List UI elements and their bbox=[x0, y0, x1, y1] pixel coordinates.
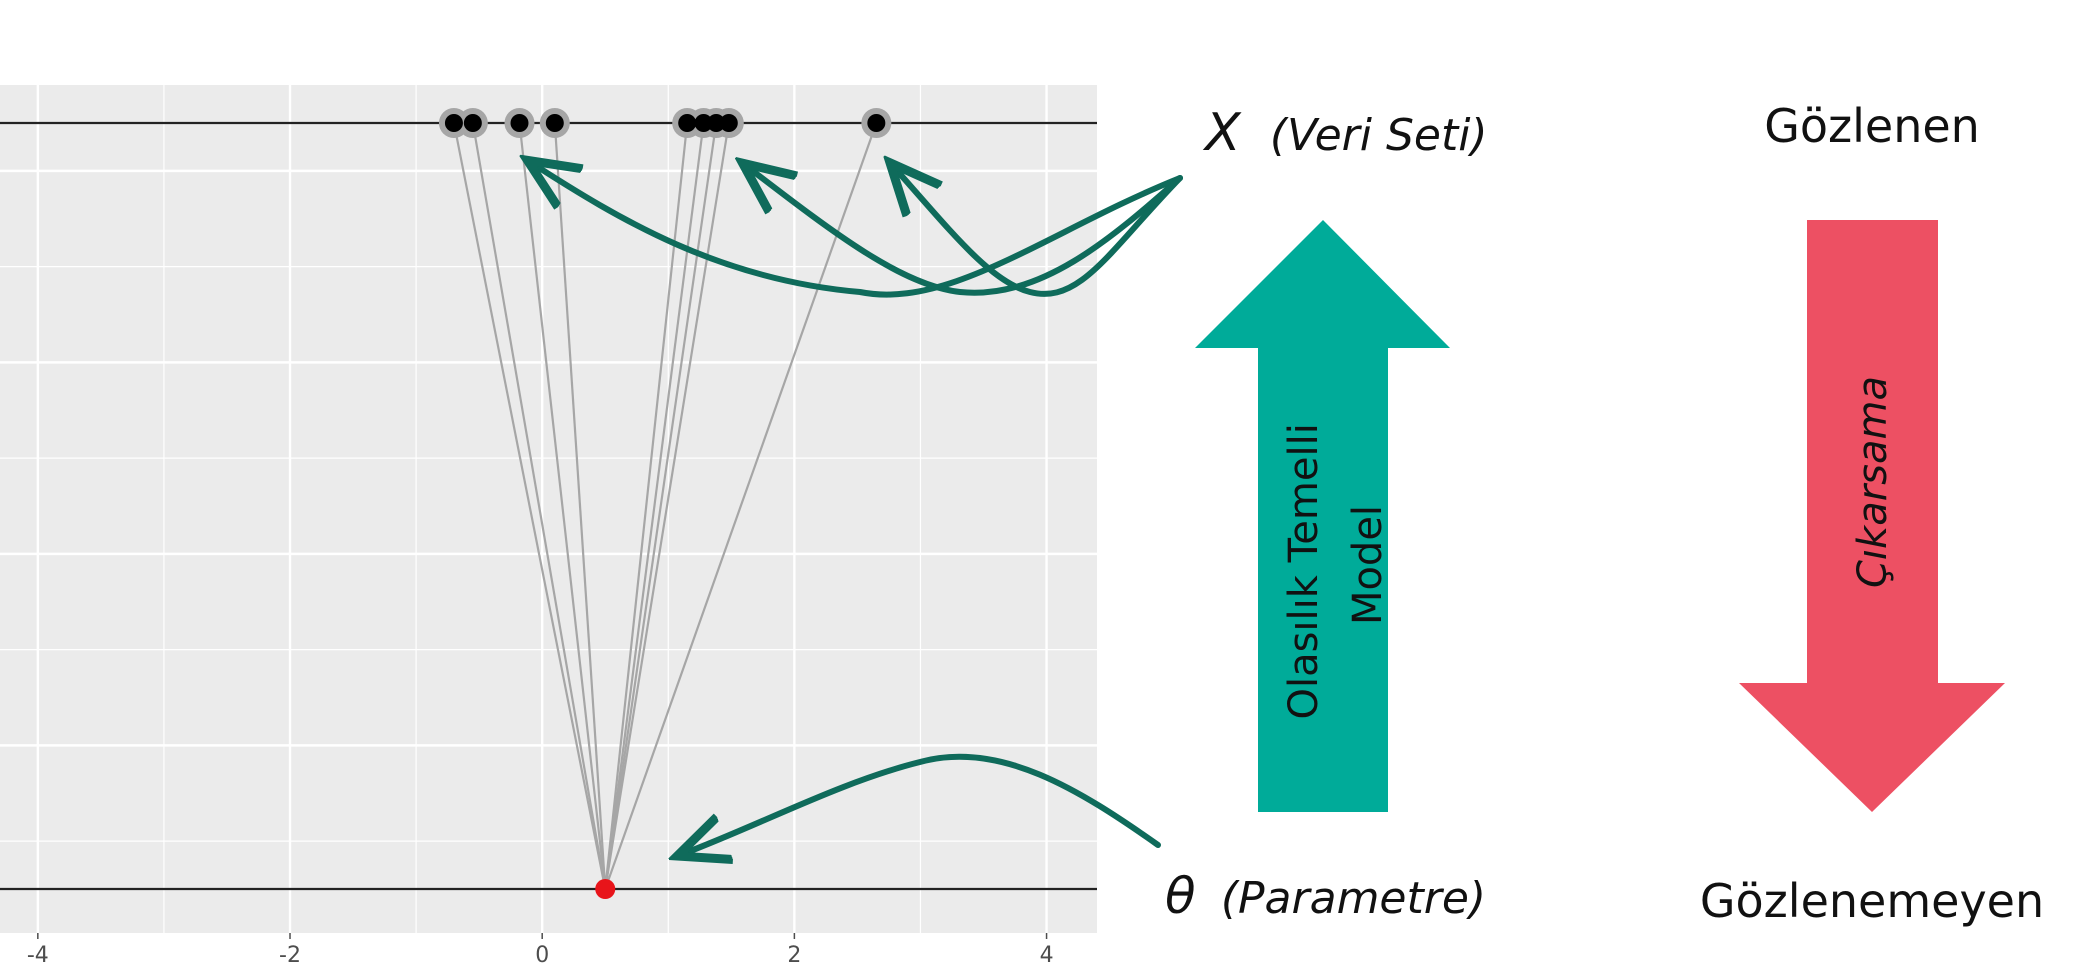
inference-arrow-label: Çıkarsama bbox=[1850, 376, 1896, 588]
x-tick-label: -4 bbox=[27, 943, 49, 968]
inference-arrow-shape bbox=[1739, 220, 2005, 812]
sample-link bbox=[471, 122, 607, 890]
observed-point bbox=[694, 114, 713, 132]
parameter-symbol: θ bbox=[1165, 867, 1196, 925]
sample-link bbox=[604, 122, 689, 890]
sample-link bbox=[518, 122, 607, 890]
pointer-arrow-data-2 bbox=[745, 165, 1183, 296]
model-arrow-shape bbox=[1195, 220, 1450, 812]
plot-panel bbox=[0, 85, 1097, 933]
data-symbol: X bbox=[1202, 103, 1242, 163]
sample-link bbox=[604, 122, 878, 890]
pointer-arrow-data-3 bbox=[892, 165, 1183, 297]
observed-point bbox=[463, 114, 482, 132]
observed-point bbox=[867, 114, 886, 132]
sample-link bbox=[452, 122, 607, 890]
model-label-line2: Model bbox=[1345, 505, 1391, 625]
model-arrow: Olasılık Temelli Model bbox=[1195, 220, 1450, 812]
observed-point bbox=[719, 114, 738, 132]
observed-point bbox=[707, 114, 726, 132]
parameter-point bbox=[595, 879, 616, 899]
parameter-text: (Parametre) bbox=[1221, 873, 1486, 924]
x-tick-label: 4 bbox=[1040, 943, 1054, 968]
pointer-arrows bbox=[530, 162, 1183, 855]
x-tick-label: 0 bbox=[535, 943, 549, 968]
model-arrow-label: Olasılık Temelli Model bbox=[1281, 410, 1391, 719]
observed-points bbox=[438, 108, 892, 138]
model-label-line1: Olasılık Temelli bbox=[1281, 423, 1327, 719]
observed-point bbox=[678, 114, 697, 132]
data-label: X (Veri Seti) bbox=[1202, 103, 1488, 163]
x-tick-label: 2 bbox=[787, 943, 801, 968]
observed-point bbox=[510, 114, 529, 132]
scatter-plot: -4 -2 0 2 4 bbox=[0, 85, 1097, 968]
pointer-arrow-data-1 bbox=[530, 162, 1183, 298]
x-axis-ticks: -4 -2 0 2 4 bbox=[27, 933, 1054, 968]
inference-arrow: Çıkarsama bbox=[1739, 220, 2005, 812]
sample-link bbox=[553, 122, 607, 890]
parameter-label: θ (Parametre) bbox=[1165, 867, 1486, 925]
pointer-arrow-parameter bbox=[680, 753, 1161, 855]
observed-point bbox=[444, 114, 463, 132]
unobserved-label: Gözlenemeyen bbox=[1700, 874, 2044, 928]
observed-point bbox=[545, 114, 564, 132]
sample-link bbox=[604, 122, 730, 890]
data-text: (Veri Seti) bbox=[1270, 110, 1488, 161]
x-tick-label: -2 bbox=[279, 943, 301, 968]
observed-label: Gözlenen bbox=[1764, 99, 1980, 153]
